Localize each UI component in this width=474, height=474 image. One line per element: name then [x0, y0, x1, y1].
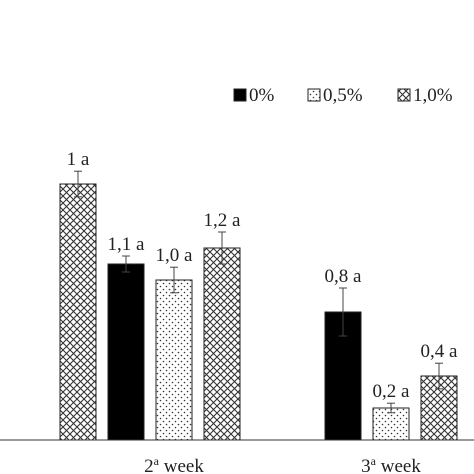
legend-label: 1,0% [413, 85, 453, 106]
x-tick-labels: 2a week 3a week [144, 454, 421, 474]
bar [372, 407, 410, 441]
data-label: 1 a [67, 149, 90, 170]
legend: 0% 0,5% 1,0% [233, 85, 453, 106]
data-label: 1,0 a [156, 245, 194, 266]
bar [107, 263, 145, 441]
legend-swatch [397, 88, 411, 102]
data-label: 1,1 a [108, 234, 146, 255]
legend-swatch [233, 88, 247, 102]
data-label: 1,2 a [204, 210, 242, 231]
data-labels-layer: 1,1 a 0,8 a 1,0 a 0,2 a 1 a 1,2 a 0,4 a [67, 149, 458, 402]
bar [155, 279, 193, 441]
bar [203, 247, 241, 441]
bar [59, 183, 97, 441]
legend-swatch [307, 88, 321, 102]
data-label: 0,4 a [421, 341, 459, 362]
data-label: 0,8 a [325, 266, 363, 287]
x-tick-label: 2a week [144, 454, 204, 474]
x-tick-label: 3a week [361, 454, 421, 474]
data-label: 0,2 a [373, 381, 411, 402]
legend-label: 0% [249, 85, 275, 106]
legend-label: 0,5% [323, 85, 363, 106]
error-bars-layer [74, 170, 443, 414]
